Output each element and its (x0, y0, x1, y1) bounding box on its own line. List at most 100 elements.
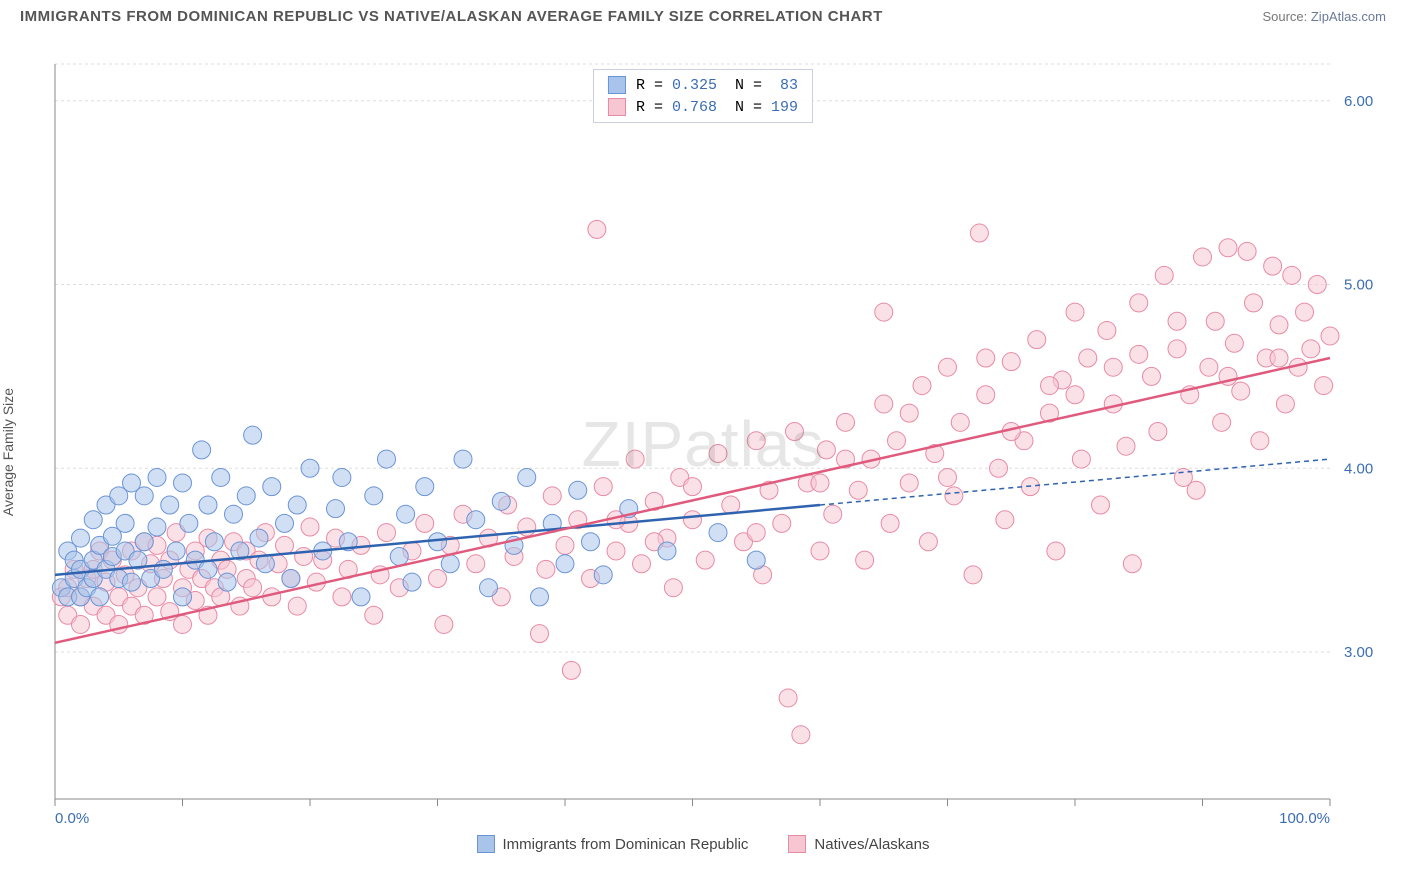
series-b-point (990, 459, 1008, 477)
series-b-point (709, 445, 727, 463)
series-b-point (779, 689, 797, 707)
series-a-point (327, 500, 345, 518)
series-b-point (543, 487, 561, 505)
series-b-point (1251, 432, 1269, 450)
series-a-point (492, 492, 510, 510)
series-b-point (365, 606, 383, 624)
series-b-point (537, 560, 555, 578)
series-b-point (1283, 266, 1301, 284)
series-legend: Immigrants from Dominican Republic Nativ… (0, 829, 1406, 859)
series-a-point (480, 579, 498, 597)
series-a-point (569, 481, 587, 499)
y-tick-label: 3.00 (1344, 644, 1373, 661)
series-b-point (244, 579, 262, 597)
series-a-point (429, 533, 447, 551)
series-b-point (1225, 334, 1243, 352)
source-link[interactable]: ZipAtlas.com (1311, 9, 1386, 24)
series-b-point (1041, 377, 1059, 395)
series-b-point (1194, 248, 1212, 266)
series-b-point (747, 432, 765, 450)
series-a-point (288, 496, 306, 514)
series-b-point (1028, 331, 1046, 349)
series-a-point (199, 496, 217, 514)
series-b-point (288, 597, 306, 615)
series-b-point (562, 661, 580, 679)
series-b-point (1155, 266, 1173, 284)
series-a-point (135, 487, 153, 505)
series-b-point (1238, 242, 1256, 260)
series-b-point (416, 514, 434, 532)
series-b-point (900, 474, 918, 492)
series-b-point (1117, 437, 1135, 455)
series-a-point (263, 478, 281, 496)
series-b-point (970, 224, 988, 242)
series-a-point (416, 478, 434, 496)
series-b-point (747, 524, 765, 542)
series-a-point (276, 514, 294, 532)
series-b-point (664, 579, 682, 597)
series-a-point (378, 450, 396, 468)
series-a-point (135, 533, 153, 551)
series-a-point (180, 514, 198, 532)
y-tick-label: 4.00 (1344, 460, 1373, 477)
series-b-point (1315, 377, 1333, 395)
series-a-point (225, 505, 243, 523)
series-b-point (939, 358, 957, 376)
series-b-point (333, 588, 351, 606)
series-a-point (441, 555, 459, 573)
series-a-point (301, 459, 319, 477)
series-b-point (696, 551, 714, 569)
series-a-point (212, 468, 230, 486)
legend-label-b: Natives/Alaskans (814, 836, 929, 853)
series-b-point (786, 423, 804, 441)
series-b-point (881, 514, 899, 532)
series-a-point (333, 468, 351, 486)
series-b-point (919, 533, 937, 551)
y-tick-label: 5.00 (1344, 277, 1373, 294)
header-bar: IMMIGRANTS FROM DOMINICAN REPUBLIC VS NA… (0, 0, 1406, 29)
chart-title: IMMIGRANTS FROM DOMINICAN REPUBLIC VS NA… (20, 8, 883, 25)
series-a-point (193, 441, 211, 459)
series-b-point (1206, 312, 1224, 330)
series-a-point (123, 573, 141, 591)
series-b-point (1232, 382, 1250, 400)
series-a-point (582, 533, 600, 551)
series-b-point (1264, 257, 1282, 275)
series-b-point (1321, 327, 1339, 345)
series-b-point (1066, 386, 1084, 404)
series-a-point (218, 573, 236, 591)
series-b-point (1066, 303, 1084, 321)
series-b-point (301, 518, 319, 536)
series-a-point (205, 533, 223, 551)
series-b-point (1302, 340, 1320, 358)
chart-container: Average Family Size 3.004.005.006.000.0%… (0, 29, 1406, 859)
series-a-point (199, 560, 217, 578)
series-a-point (282, 570, 300, 588)
legend-row-b: R = 0.768 N = 199 (608, 96, 798, 118)
series-a-point (531, 588, 549, 606)
series-b-point (626, 450, 644, 468)
series-b-point (1168, 312, 1186, 330)
series-a-point (148, 468, 166, 486)
series-b-point (964, 566, 982, 584)
series-b-point (556, 536, 574, 554)
series-a-point (72, 529, 90, 547)
series-a-point (244, 426, 262, 444)
series-a-point (84, 511, 102, 529)
series-b-point (856, 551, 874, 569)
series-a-point (594, 566, 612, 584)
series-b-point (939, 468, 957, 486)
series-b-point (1072, 450, 1090, 468)
series-b-point (888, 432, 906, 450)
correlation-legend: R = 0.325 N = 83 R = 0.768 N = 199 (593, 69, 813, 123)
y-axis-label: Average Family Size (0, 388, 16, 516)
series-a-point (658, 542, 676, 560)
series-a-point (237, 487, 255, 505)
series-b-point (849, 481, 867, 499)
series-a-point (167, 542, 185, 560)
series-b-point (684, 478, 702, 496)
series-a-point (352, 588, 370, 606)
series-b-point (1270, 316, 1288, 334)
series-b-point (900, 404, 918, 422)
series-b-point (607, 542, 625, 560)
